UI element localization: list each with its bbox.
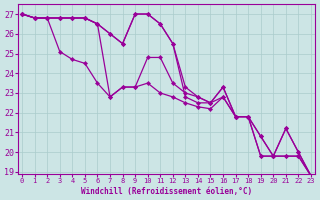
X-axis label: Windchill (Refroidissement éolien,°C): Windchill (Refroidissement éolien,°C) <box>81 187 252 196</box>
